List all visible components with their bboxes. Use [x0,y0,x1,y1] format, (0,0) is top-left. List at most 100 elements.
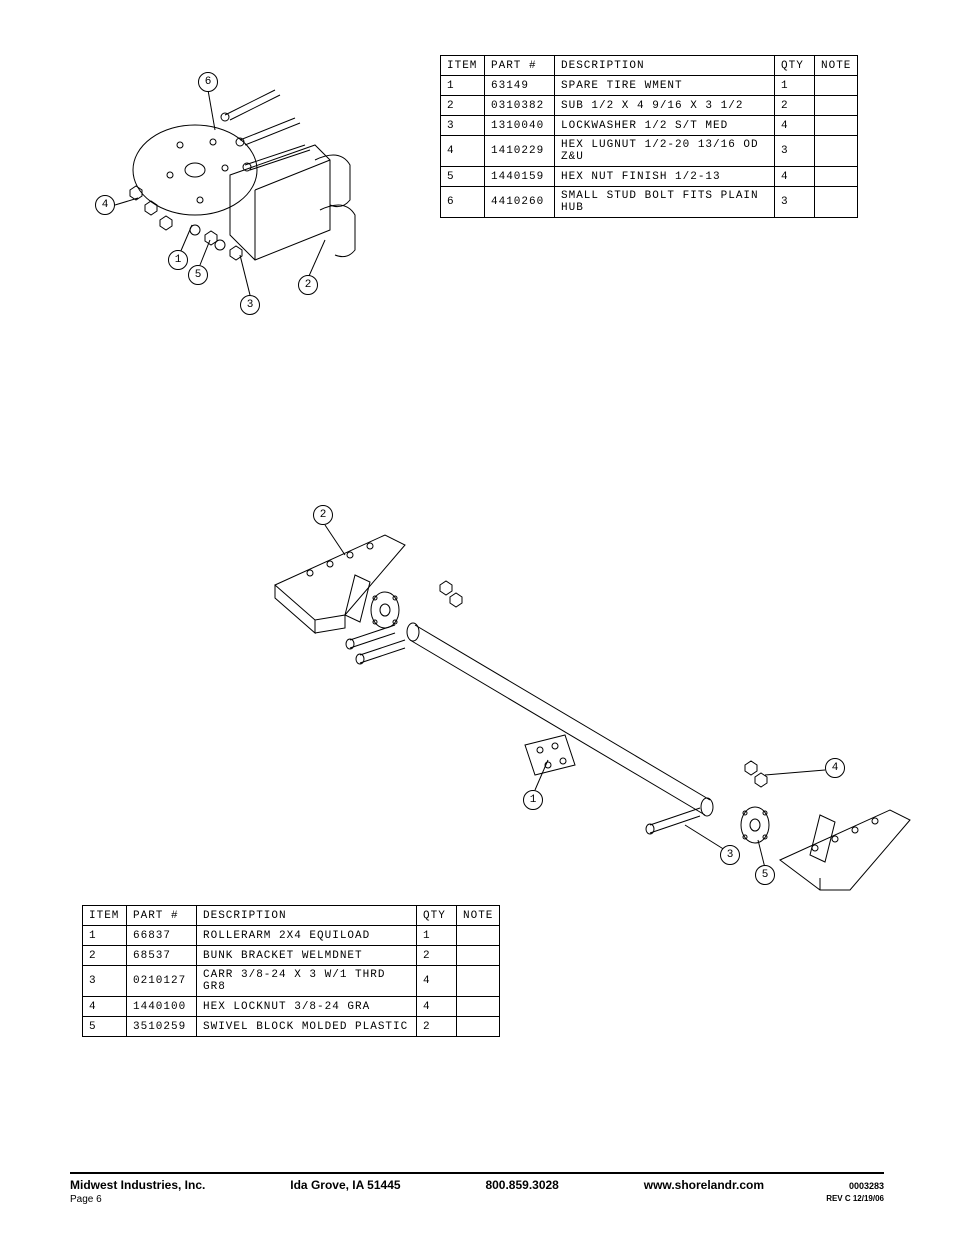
cell-part: 0310382 [485,96,555,116]
cell-part: 63149 [485,76,555,96]
cell-item: 1 [83,926,127,946]
cell-note [815,187,858,218]
table-row: 268537BUNK BRACKET WELMDNET2 [83,946,500,966]
cell-item: 1 [441,76,485,96]
footer-rev: REV C 12/19/06 [826,1194,884,1205]
cell-note [457,966,500,997]
diagram-spare-tire-svg [80,60,390,320]
table-row: 41440100HEX LOCKNUT 3/8-24 GRA4 [83,997,500,1017]
parts-table-1-wrap: ITEM PART # DESCRIPTION QTY NOTE 163149S… [440,55,858,218]
diagram-rollerarm-svg [255,490,915,890]
callout-bubble: 1 [168,250,188,270]
cell-item: 5 [83,1017,127,1037]
cell-qty: 2 [417,946,457,966]
cell-qty: 4 [417,997,457,1017]
footer-location: Ida Grove, IA 51445 [290,1178,400,1192]
cell-qty: 3 [775,136,815,167]
callout-bubble: 1 [523,790,543,810]
cell-desc: HEX NUT FINISH 1/2-13 [555,167,775,187]
table-row: 53510259SWIVEL BLOCK MOLDED PLASTIC2 [83,1017,500,1037]
cell-note [457,997,500,1017]
diagram-spare-tire: 6 4 1 5 3 2 [80,60,390,320]
table-row: 166837ROLLERARM 2X4 EQUILOAD1 [83,926,500,946]
cell-item: 6 [441,187,485,218]
cell-item: 4 [441,136,485,167]
callout-bubble: 2 [313,505,333,525]
col-header-qty: QTY [775,56,815,76]
col-header-note: NOTE [815,56,858,76]
cell-note [815,76,858,96]
table-row: 51440159HEX NUT FINISH 1/2-134 [441,167,858,187]
table-row: 163149SPARE TIRE WMENT1 [441,76,858,96]
cell-desc: SUB 1/2 X 4 9/16 X 3 1/2 [555,96,775,116]
cell-note [815,96,858,116]
table-row: 64410260SMALL STUD BOLT FITS PLAIN HUB3 [441,187,858,218]
cell-note [815,136,858,167]
callout-bubble: 2 [298,275,318,295]
callout-bubble: 4 [95,195,115,215]
table-header-row: ITEM PART # DESCRIPTION QTY NOTE [441,56,858,76]
table-row: 30210127CARR 3/8-24 X 3 W/1 THRD GR84 [83,966,500,997]
table-row: 31310040LOCKWASHER 1/2 S/T MED4 [441,116,858,136]
cell-note [815,167,858,187]
footer-row-2: Page 6 REV C 12/19/06 [70,1194,884,1205]
cell-item: 2 [441,96,485,116]
cell-qty: 4 [775,167,815,187]
parts-table-2: ITEM PART # DESCRIPTION QTY NOTE 166837R… [82,905,500,1037]
cell-note [457,926,500,946]
col-header-item: ITEM [83,906,127,926]
cell-qty: 1 [775,76,815,96]
parts-table-1: ITEM PART # DESCRIPTION QTY NOTE 163149S… [440,55,858,218]
footer-company: Midwest Industries, Inc. [70,1178,205,1192]
col-header-desc: DESCRIPTION [555,56,775,76]
callout-bubble: 3 [240,295,260,315]
footer-docnum: 0003283 [849,1181,884,1191]
table-header-row: ITEM PART # DESCRIPTION QTY NOTE [83,906,500,926]
col-header-desc: DESCRIPTION [197,906,417,926]
cell-desc: HEX LUGNUT 1/2-20 13/16 OD Z&U [555,136,775,167]
cell-part: 1440159 [485,167,555,187]
cell-desc: ROLLERARM 2X4 EQUILOAD [197,926,417,946]
table-row: 41410229HEX LUGNUT 1/2-20 13/16 OD Z&U3 [441,136,858,167]
cell-part: 66837 [127,926,197,946]
cell-qty: 2 [417,1017,457,1037]
callout-bubble: 5 [755,865,775,885]
cell-qty: 4 [417,966,457,997]
col-header-qty: QTY [417,906,457,926]
callout-bubble: 6 [198,72,218,92]
cell-desc: BUNK BRACKET WELMDNET [197,946,417,966]
cell-part: 0210127 [127,966,197,997]
cell-item: 2 [83,946,127,966]
cell-note [457,1017,500,1037]
cell-item: 5 [441,167,485,187]
col-header-part: PART # [127,906,197,926]
cell-desc: SPARE TIRE WMENT [555,76,775,96]
callout-bubble: 5 [188,265,208,285]
cell-part: 1410229 [485,136,555,167]
callout-bubble: 4 [825,758,845,778]
footer-url: www.shorelandr.com [644,1178,764,1192]
cell-qty: 3 [775,187,815,218]
cell-qty: 2 [775,96,815,116]
cell-part: 4410260 [485,187,555,218]
cell-desc: SWIVEL BLOCK MOLDED PLASTIC [197,1017,417,1037]
cell-item: 4 [83,997,127,1017]
cell-desc: SMALL STUD BOLT FITS PLAIN HUB [555,187,775,218]
page-footer: Midwest Industries, Inc. Ida Grove, IA 5… [70,1172,884,1205]
col-header-item: ITEM [441,56,485,76]
parts-table-2-wrap: ITEM PART # DESCRIPTION QTY NOTE 166837R… [82,905,500,1037]
footer-phone: 800.859.3028 [485,1178,558,1192]
footer-row-1: Midwest Industries, Inc. Ida Grove, IA 5… [70,1178,884,1192]
cell-part: 1310040 [485,116,555,136]
footer-page: Page 6 [70,1194,102,1205]
callout-bubble: 3 [720,845,740,865]
cell-note [815,116,858,136]
cell-desc: CARR 3/8-24 X 3 W/1 THRD GR8 [197,966,417,997]
cell-part: 1440100 [127,997,197,1017]
cell-item: 3 [441,116,485,136]
cell-item: 3 [83,966,127,997]
cell-part: 3510259 [127,1017,197,1037]
diagram-rollerarm: 2 1 3 5 4 [255,490,915,890]
cell-part: 68537 [127,946,197,966]
page: 6 4 1 5 3 2 ITEM PART # DESCRIPTION QTY … [0,0,954,1235]
